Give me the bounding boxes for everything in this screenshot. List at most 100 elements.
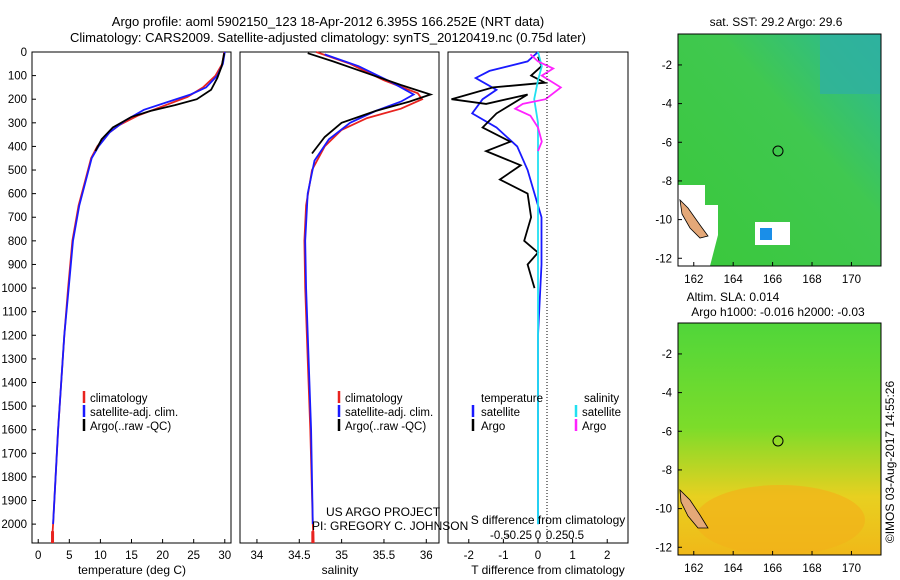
sst-map-ticks: 162 164 166 168 170 -2 -4 -6 -8 -10 -12 bbox=[655, 60, 861, 286]
depth-tick-label: 1900 bbox=[1, 496, 27, 508]
difference-xlabel-top: S difference from climatology bbox=[471, 513, 626, 527]
temperature-legend: climatology satellite-adj. clim. Argo(..… bbox=[82, 391, 178, 433]
x-tick-label: 25 bbox=[187, 550, 200, 562]
sst-cool-patch bbox=[760, 228, 772, 240]
difference-xlabel: T difference from climatology bbox=[471, 563, 625, 577]
temperature-xlabel: temperature (deg C) bbox=[78, 563, 186, 577]
sst-warm-patch bbox=[820, 34, 881, 94]
sst-map-frame bbox=[677, 33, 882, 267]
map-y-tick-label: -2 bbox=[662, 349, 672, 361]
map-x-tick-label: 166 bbox=[763, 563, 782, 575]
temperature-x-ticks: 0 5 10 15 20 25 30 bbox=[35, 539, 231, 562]
map-y-tick-label: -4 bbox=[662, 99, 673, 111]
difference-legend: temperature satellite Argo salinity sate… bbox=[471, 393, 621, 433]
sla-map-frame bbox=[677, 322, 882, 556]
x-tick-label: 34 bbox=[251, 550, 264, 562]
s-tick-label: 0.5 bbox=[568, 530, 584, 542]
depth-tick-label: 800 bbox=[8, 236, 27, 248]
s-tick-label: -0.25 bbox=[506, 530, 532, 542]
depth-tick-label: 900 bbox=[8, 259, 27, 271]
depth-tick-label: 1000 bbox=[1, 283, 27, 295]
depth-tick-label: 1200 bbox=[1, 330, 27, 342]
x-tick-label: 0 bbox=[535, 550, 541, 562]
x-tick-label: 0 bbox=[35, 550, 41, 562]
legend-s-satellite-label: satellite bbox=[582, 407, 621, 419]
depth-axis: 0 100 200 300 400 500 600 700 800 900 1000 1100 1200… bbox=[1, 47, 36, 531]
pi-annotation: PI: GREGORY C. JOHNSON bbox=[312, 519, 468, 533]
legend-argo-label: Argo(..raw -QC) bbox=[90, 421, 171, 433]
map-y-tick-label: -4 bbox=[662, 388, 673, 400]
map-y-tick-label: -12 bbox=[655, 542, 672, 554]
legend-t-argo-label: Argo bbox=[481, 421, 505, 433]
x-tick-label: 36 bbox=[420, 550, 433, 562]
depth-tick-label: 100 bbox=[8, 71, 27, 83]
map-y-tick-label: -8 bbox=[662, 465, 672, 477]
sla-map-title-line2: Argo h1000: -0.016 h2000: -0.03 bbox=[691, 305, 865, 319]
depth-tick-label: 2000 bbox=[1, 519, 27, 531]
x-tick-label: 30 bbox=[218, 550, 231, 562]
x-tick-label: 35 bbox=[335, 550, 348, 562]
salinity-x-ticks: 34 34.5 35 35.5 36 bbox=[251, 539, 433, 562]
legend-salinity-heading: salinity bbox=[584, 393, 619, 405]
sla-argo-marker bbox=[772, 435, 784, 447]
depth-tick-label: 400 bbox=[8, 141, 27, 153]
sla-high-patch bbox=[695, 485, 865, 555]
series-line-s-satellite bbox=[533, 51, 543, 525]
legend-climatology-label: climatology bbox=[90, 393, 148, 405]
map-x-tick-label: 162 bbox=[684, 274, 703, 286]
depth-tick-label: 600 bbox=[8, 189, 27, 201]
x-tick-label: 5 bbox=[66, 550, 72, 562]
map-x-tick-label: 168 bbox=[802, 563, 821, 575]
series-line-s-argo bbox=[513, 53, 563, 152]
s-tick-label: 0 bbox=[535, 530, 541, 542]
legend-s-argo-label: Argo bbox=[582, 421, 606, 433]
salinity-panel-frame bbox=[239, 51, 440, 544]
credit-stamp: ©IMOS 03-Aug-2017 14:55:26 bbox=[883, 381, 897, 544]
depth-tick-label: 1100 bbox=[2, 307, 27, 319]
difference-x-ticks: -2 -1 0 1 2 -0.5-0.25 0 0.25 0.5 bbox=[464, 530, 611, 562]
x-tick-label: 34.5 bbox=[288, 550, 310, 562]
salinity-xlabel: salinity bbox=[322, 563, 359, 577]
map-y-tick-label: -10 bbox=[655, 504, 672, 516]
map-y-tick-label: -2 bbox=[662, 60, 672, 72]
map-y-tick-label: -12 bbox=[655, 253, 672, 265]
s-tick-label: 0.25 bbox=[546, 530, 568, 542]
series-line-satellite-adj-clim- bbox=[304, 53, 416, 525]
sla-map bbox=[677, 322, 882, 556]
x-tick-label: -1 bbox=[498, 550, 508, 562]
depth-tick-label: 1800 bbox=[1, 472, 27, 484]
sla-island bbox=[679, 488, 709, 529]
sla-map-ticks: 162 164 166 168 170 -2 -4 -6 -8 -10 -12 bbox=[655, 349, 861, 575]
sst-island bbox=[679, 198, 709, 239]
sst-argo-marker bbox=[772, 145, 784, 157]
depth-tick-label: 1600 bbox=[1, 425, 27, 437]
legend-t-satellite-label: satellite bbox=[481, 407, 520, 419]
temperature-panel-frame bbox=[31, 51, 232, 544]
series-line-climatology bbox=[51, 51, 226, 544]
map-y-tick-label: -10 bbox=[655, 215, 672, 227]
x-tick-label: 20 bbox=[156, 550, 169, 562]
series-line-t-argo bbox=[451, 56, 549, 289]
map-y-tick-label: -8 bbox=[662, 176, 672, 188]
x-tick-label: 1 bbox=[569, 550, 575, 562]
depth-tick-label: 500 bbox=[8, 165, 27, 177]
x-tick-label: 35.5 bbox=[373, 550, 395, 562]
sst-map bbox=[677, 33, 882, 267]
depth-tick-label: 300 bbox=[8, 118, 27, 130]
temperature-series bbox=[51, 51, 226, 544]
x-tick-label: 2 bbox=[604, 550, 610, 562]
s-tick-label: -0.5 bbox=[490, 530, 510, 542]
depth-tick-label: 0 bbox=[21, 47, 27, 59]
sla-map-title-line1: Altim. SLA: 0.014 bbox=[687, 290, 780, 304]
x-tick-label: 15 bbox=[125, 550, 138, 562]
map-x-tick-label: 164 bbox=[724, 563, 744, 575]
figure-title-line2: Climatology: CARS2009. Satellite-adjuste… bbox=[70, 30, 586, 45]
depth-tick-label: 1400 bbox=[1, 377, 27, 389]
legend-temperature-heading: temperature bbox=[481, 393, 543, 405]
sst-missing-data-mask bbox=[678, 185, 790, 266]
depth-tick-label: 700 bbox=[8, 212, 27, 224]
series-line-argo-raw-qc- bbox=[307, 52, 434, 155]
x-tick-label: -2 bbox=[464, 550, 474, 562]
depth-tick-label: 1500 bbox=[1, 401, 27, 413]
